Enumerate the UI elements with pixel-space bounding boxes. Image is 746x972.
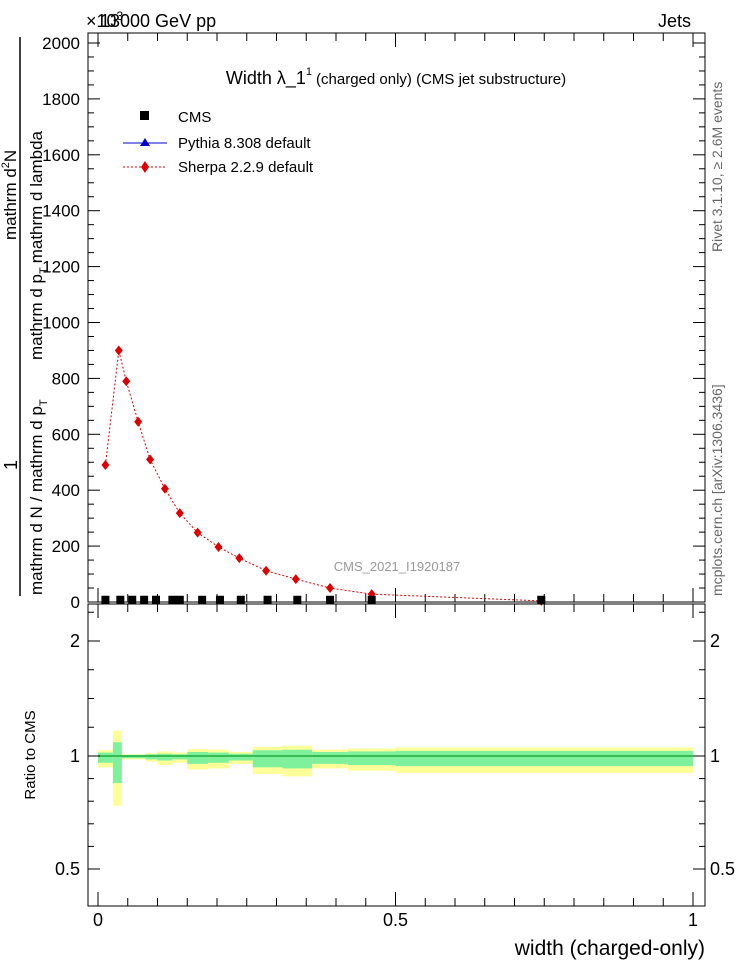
y-tick-label: 800 bbox=[52, 369, 80, 388]
sherpa-point bbox=[193, 527, 202, 538]
legend-label-pythia: Pythia 8.308 default bbox=[178, 135, 311, 152]
y-tick-label: 0 bbox=[71, 593, 80, 612]
cms-point bbox=[128, 595, 137, 604]
ratio-band-inner bbox=[157, 753, 173, 761]
cms-point bbox=[293, 595, 302, 604]
sherpa-point bbox=[326, 583, 335, 594]
ylabel-numerator: mathrm d2N bbox=[0, 150, 20, 240]
cms-point bbox=[263, 595, 272, 604]
cms-point bbox=[367, 595, 376, 604]
exponent-label: ×103 bbox=[86, 9, 124, 31]
x-axis-label: width (charged-only) bbox=[514, 937, 705, 960]
legend-marker-cms bbox=[140, 111, 149, 120]
ratio-band-inner bbox=[208, 752, 229, 763]
cms-point bbox=[116, 595, 125, 604]
legend-label-sherpa: Sherpa 2.2.9 default bbox=[178, 159, 314, 176]
ratio-y-axis-label: Ratio to CMS bbox=[22, 710, 39, 799]
cms-point bbox=[236, 595, 245, 604]
cms-point bbox=[175, 595, 184, 604]
sherpa-point bbox=[175, 508, 184, 519]
sherpa-point bbox=[235, 553, 244, 564]
ratio-axes: 0.5 0.5 1 1 2 2 0 0.5 1 bbox=[55, 604, 735, 930]
y-tick-label: 1000 bbox=[42, 314, 80, 333]
x-tick-label: 1 bbox=[688, 910, 698, 930]
ratio-band-inner bbox=[395, 750, 693, 767]
legend-marker-sherpa bbox=[141, 161, 149, 173]
ratio-y-tick-label-right: 2 bbox=[710, 631, 720, 651]
ylabel-prefactor: 1 bbox=[1, 460, 21, 470]
x-tick-label: 0 bbox=[93, 910, 103, 930]
sherpa-point bbox=[114, 345, 123, 356]
cms-point bbox=[198, 595, 207, 604]
cms-point bbox=[140, 595, 149, 604]
main-y-axis: 0 200 400 600 800 1000 1200 1400 1600 1800 2000 bbox=[42, 34, 705, 612]
ratio-y-tick-label: 2 bbox=[70, 631, 80, 651]
ratio-bands bbox=[98, 730, 693, 806]
y-tick-label: 1600 bbox=[42, 146, 80, 165]
y-tick-label: 2000 bbox=[42, 34, 80, 53]
sherpa-line bbox=[104, 350, 542, 602]
sherpa-point bbox=[101, 460, 110, 471]
legend-label-cms: CMS bbox=[178, 109, 211, 126]
mcplots-label: mcplots.cern.ch [arXiv:1306.3436] bbox=[709, 384, 725, 596]
sherpa-point bbox=[122, 376, 131, 387]
cms-point bbox=[215, 595, 224, 604]
cms-point bbox=[326, 595, 335, 604]
process-label: Jets bbox=[658, 11, 691, 31]
cms-point bbox=[537, 595, 546, 604]
cms-point bbox=[101, 595, 110, 604]
y-tick-label: 1200 bbox=[42, 258, 80, 277]
ratio-band-inner bbox=[252, 750, 283, 768]
ratio-band-inner bbox=[145, 754, 158, 760]
analysis-watermark: CMS_2021_I1920187 bbox=[334, 559, 461, 574]
ratio-y-tick-label-right: 0.5 bbox=[710, 859, 735, 879]
main-y-axis-label: 1 mathrm d N / mathrm d pT mathrm d2N ma… bbox=[0, 37, 50, 596]
ratio-band-inner bbox=[187, 751, 209, 764]
ratio-band-inner bbox=[228, 753, 253, 761]
sherpa-point bbox=[146, 454, 155, 465]
sherpa-point bbox=[262, 565, 271, 576]
ratio-band-inner bbox=[98, 752, 113, 763]
y-tick-label: 400 bbox=[52, 481, 80, 500]
ylabel-prefactor-denominator: mathrm d N / mathrm d pT bbox=[27, 399, 50, 595]
ratio-band-inner bbox=[347, 751, 396, 766]
cms-point bbox=[168, 595, 177, 604]
ratio-panel-frame bbox=[87, 603, 706, 907]
ratio-band-inner bbox=[312, 751, 348, 764]
rivet-label: Rivet 3.1.10, ≥ 2.6M events bbox=[709, 82, 725, 252]
collision-energy-label: 13000 GeV pp bbox=[100, 11, 216, 31]
ratio-band-inner bbox=[172, 754, 188, 760]
sherpa-point bbox=[291, 574, 300, 585]
legend-marker-pythia bbox=[140, 138, 150, 146]
chart-title: Width λ_11 (charged only) (CMS jet substr… bbox=[226, 66, 566, 89]
cms-point bbox=[152, 595, 161, 604]
y-tick-label: 600 bbox=[52, 425, 80, 444]
sherpa-point bbox=[214, 541, 223, 552]
ratio-band-inner bbox=[282, 749, 313, 769]
x-tick-label: 0.5 bbox=[383, 910, 408, 930]
sherpa-point bbox=[134, 416, 143, 427]
y-tick-label: 1400 bbox=[42, 202, 80, 221]
ratio-y-tick-label: 1 bbox=[70, 746, 80, 766]
ratio-y-tick-label-right: 1 bbox=[710, 746, 720, 766]
main-panel-frame bbox=[87, 32, 706, 603]
y-tick-label: 200 bbox=[52, 537, 80, 556]
ylabel-denominator: mathrm d pTmathrm d lambda bbox=[27, 130, 50, 360]
cms-series bbox=[101, 595, 546, 604]
ratio-y-tick-label: 0.5 bbox=[55, 859, 80, 879]
sherpa-point bbox=[160, 483, 169, 494]
y-tick-label: 1800 bbox=[42, 90, 80, 109]
legend: CMS Pythia 8.308 default Sherpa 2.2.9 de… bbox=[123, 109, 314, 176]
sherpa-series bbox=[101, 345, 546, 606]
ratio-band-inner bbox=[112, 742, 122, 784]
